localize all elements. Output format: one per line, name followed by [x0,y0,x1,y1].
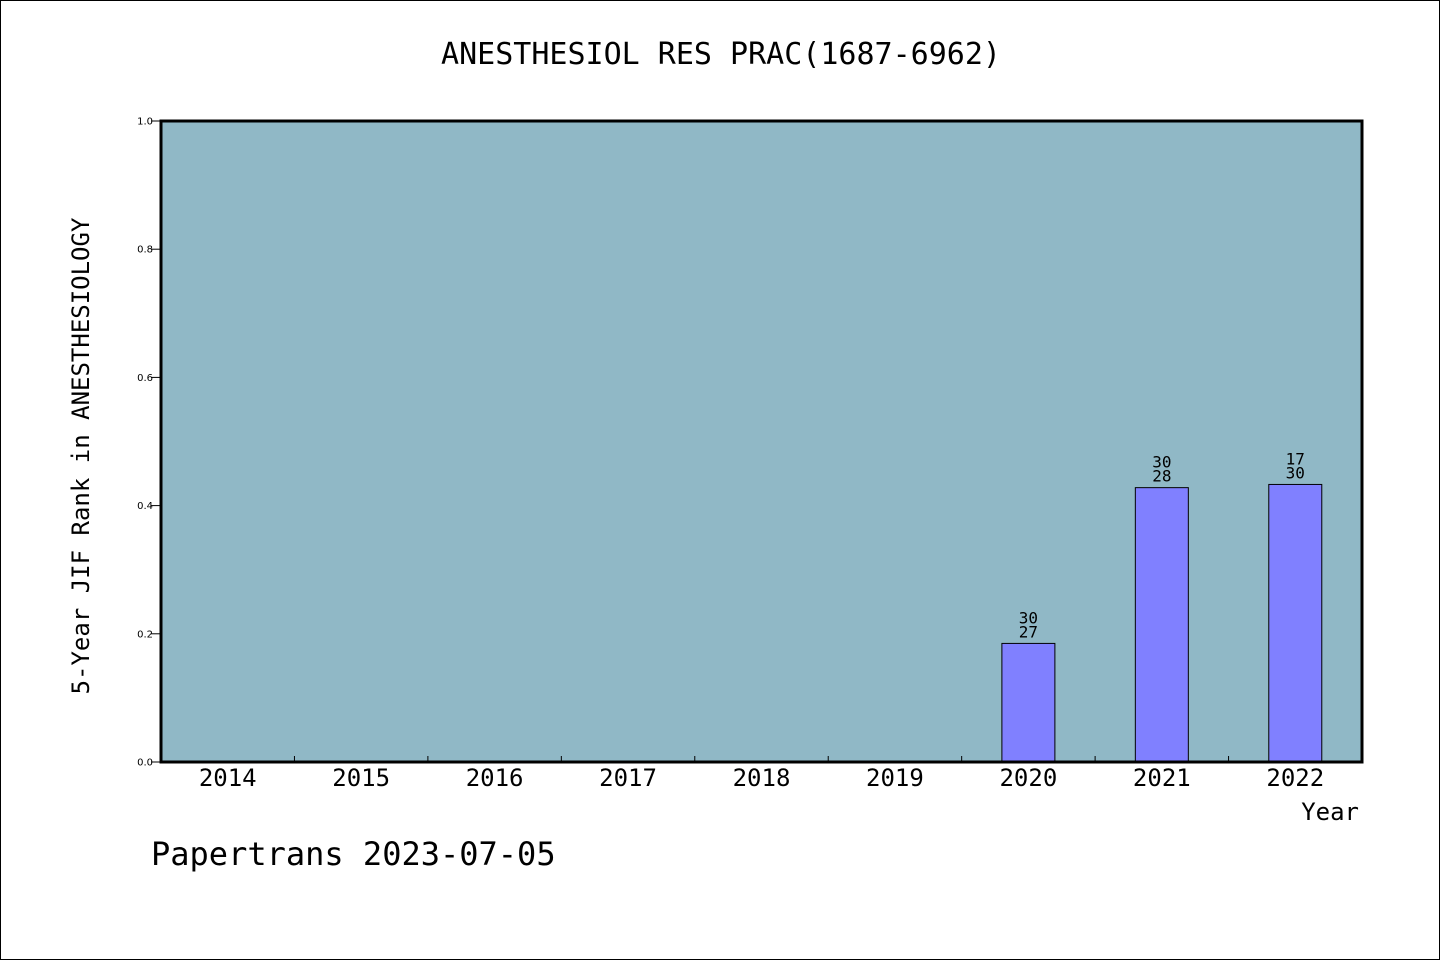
x-tick-label: 2015 [332,764,390,792]
plot-frame [159,119,1364,764]
y-tick-label: 0.4 [137,501,153,512]
y-tick-label: 1.0 [137,117,153,128]
bar-value-label: 17 [1286,449,1305,468]
x-tick-label: 2021 [1133,764,1191,792]
bar-value-label: 27 [1019,622,1038,641]
y-tick-label: 0.8 [137,245,153,256]
x-axis-label: Year [1301,798,1359,826]
x-tick-label: 2016 [466,764,524,792]
y-tick-label: 0.2 [137,629,153,640]
bar-2021 [1134,487,1189,763]
bar-value-label: 28 [1152,467,1171,486]
bar-2020 [1001,642,1056,763]
x-tick-label: 2018 [733,764,791,792]
y-tick-label: 0.0 [137,758,153,769]
x-tick-label: 2014 [199,764,257,792]
bar-value-label: 30 [1152,453,1171,472]
x-tick-label: 2020 [999,764,1057,792]
x-tick-label: 2019 [866,764,924,792]
x-tick-label: 2022 [1266,764,1324,792]
chart-title: ANESTHESIOL RES PRAC(1687-6962) [441,37,1001,72]
bar-2022 [1268,483,1323,763]
bar-value-label: 30 [1286,463,1305,482]
bar-value-label: 30 [1019,608,1038,627]
footer-credit: Papertrans 2023-07-05 [151,835,556,873]
x-tick-label: 2017 [599,764,657,792]
y-tick-label: 0.6 [137,373,153,384]
y-axis: 0.0 0.2 0.4 0.6 0.8 1.0 [137,117,161,769]
x-axis: 2014 2015 2016 2017 2018 2019 2020 2021 2022 [199,756,1324,792]
